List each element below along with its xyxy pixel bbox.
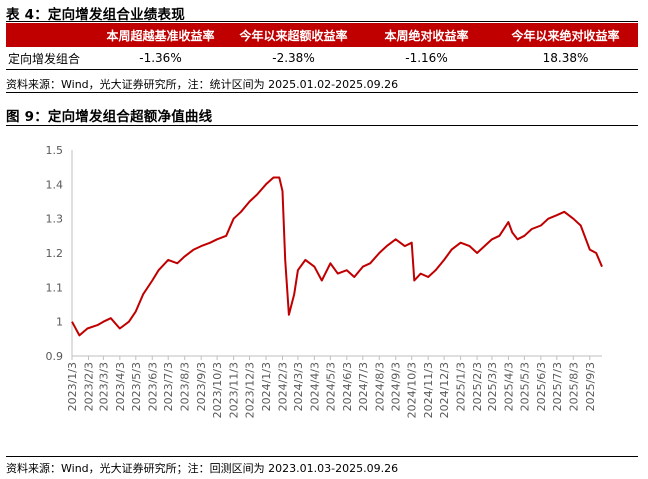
chart-source-note: 资料来源：Wind，光大证券研究所；注：回测区间为 2023.01.03-202… bbox=[6, 462, 399, 475]
table-title: 表 4：定向增发组合业绩表现 bbox=[6, 7, 185, 23]
x-tick-label: 2024/4/3 bbox=[308, 362, 321, 411]
x-tick-label: 2025/7/3 bbox=[551, 362, 564, 411]
y-tick-label: 0.9 bbox=[46, 350, 64, 363]
x-tick-label: 2025/2/3 bbox=[471, 362, 484, 411]
y-tick-label: 1.2 bbox=[46, 247, 64, 260]
x-tick-label: 2023/7/3 bbox=[162, 362, 175, 411]
table-source-note: 资料来源：Wind，光大证券研究所，注：统计区间为 2025.01.02-202… bbox=[6, 78, 399, 91]
x-tick-label: 2023/10/3 bbox=[211, 362, 224, 418]
table-header-ytd-absolute: 今年以来绝对收益率 bbox=[493, 23, 638, 47]
table-header-ytd-excess: 今年以来超额收益率 bbox=[227, 23, 360, 47]
table-header-weekly-excess: 本周超越基准收益率 bbox=[94, 23, 227, 47]
x-tick-label: 2023/9/3 bbox=[195, 362, 208, 411]
x-tick-label: 2023/4/3 bbox=[114, 362, 127, 411]
x-tick-label: 2024/6/3 bbox=[341, 362, 354, 411]
x-tick-label: 2024/11/3 bbox=[422, 362, 435, 418]
x-tick-label: 2023/3/3 bbox=[97, 362, 110, 411]
performance-table: 本周超越基准收益率 今年以来超额收益率 本周绝对收益率 今年以来绝对收益率 定向… bbox=[6, 23, 638, 70]
chart-title: 图 9：定向增发组合超额净值曲线 bbox=[6, 109, 213, 125]
y-tick-label: 1.3 bbox=[46, 213, 64, 226]
chart-title-rule bbox=[6, 125, 638, 126]
x-tick-label: 2024/2/3 bbox=[277, 362, 290, 411]
x-tick-label: 2025/3/3 bbox=[486, 362, 499, 411]
x-tick-label: 2024/10/3 bbox=[406, 362, 419, 418]
x-tick-label: 2024/1/3 bbox=[260, 362, 273, 411]
x-tick-label: 2023/11/3 bbox=[228, 362, 241, 418]
x-tick-label: 2023/8/3 bbox=[179, 362, 192, 411]
x-tick-label: 2025/1/3 bbox=[455, 362, 468, 411]
y-tick-label: 1.5 bbox=[46, 144, 64, 157]
x-tick-label: 2023/1/3 bbox=[66, 362, 79, 411]
x-tick-label: 2024/7/3 bbox=[357, 362, 370, 411]
x-tick-label: 2024/5/3 bbox=[324, 362, 337, 411]
x-tick-label: 2023/12/3 bbox=[244, 362, 257, 418]
x-tick-label: 2025/5/3 bbox=[518, 362, 531, 411]
y-tick-label: 1.4 bbox=[46, 178, 64, 191]
x-tick-label: 2024/3/3 bbox=[292, 362, 305, 411]
x-tick-label: 2024/9/3 bbox=[390, 362, 403, 411]
x-tick-label: 2025/8/3 bbox=[567, 362, 580, 411]
excess-nav-series-line bbox=[71, 176, 603, 337]
table-source-rule bbox=[6, 92, 638, 93]
x-tick-label: 2024/8/3 bbox=[373, 362, 386, 411]
x-tick-label: 2025/6/3 bbox=[535, 362, 548, 411]
y-tick-label: 1 bbox=[56, 316, 63, 329]
chart-source-rule bbox=[6, 456, 638, 457]
table-header-row: 本周超越基准收益率 今年以来超额收益率 本周绝对收益率 今年以来绝对收益率 bbox=[6, 23, 638, 47]
table-cell-weekly-absolute: -1.16% bbox=[360, 47, 493, 70]
x-tick-label: 2023/2/3 bbox=[82, 362, 95, 411]
table-row: 定向增发组合 -1.36% -2.38% -1.16% 18.38% bbox=[6, 47, 638, 70]
table-cell-portfolio-name: 定向增发组合 bbox=[6, 47, 94, 70]
x-tick-label: 2025/9/3 bbox=[584, 362, 597, 411]
x-tick-label: 2023/6/3 bbox=[146, 362, 159, 411]
x-tick-label: 2025/4/3 bbox=[502, 362, 515, 411]
y-tick-label: 1.1 bbox=[46, 281, 64, 294]
table-cell-ytd-excess: -2.38% bbox=[227, 47, 360, 70]
table-header-weekly-absolute: 本周绝对收益率 bbox=[360, 23, 493, 47]
table-header-blank bbox=[6, 23, 94, 47]
table-cell-weekly-excess: -1.36% bbox=[94, 47, 227, 70]
table-cell-ytd-absolute: 18.38% bbox=[493, 47, 638, 70]
x-tick-label: 2024/12/3 bbox=[438, 362, 451, 418]
x-tick-label: 2023/5/3 bbox=[130, 362, 143, 411]
table-title-rule bbox=[6, 21, 638, 22]
